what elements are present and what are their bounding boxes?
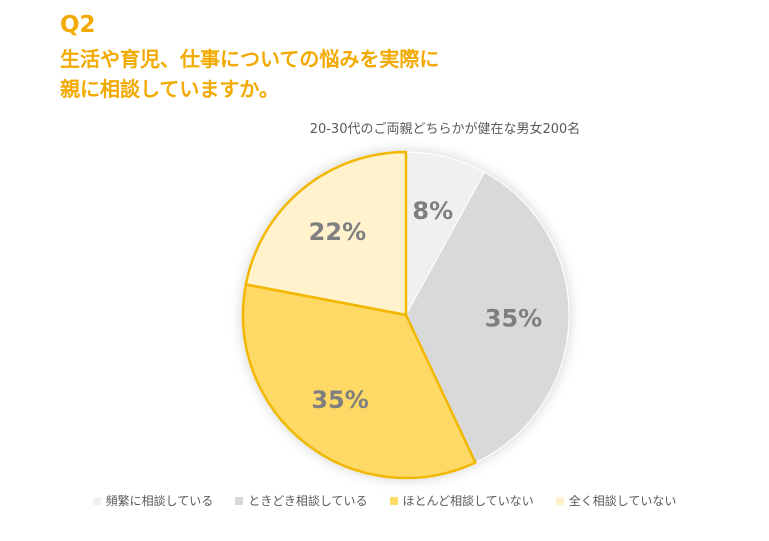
legend-swatch: [235, 496, 244, 505]
legend-item: ほとんど相談していない: [389, 492, 534, 509]
pie-slice-highlight-border: [241, 283, 477, 480]
pie-data-labels: 8% 35% 35% 22%: [309, 197, 543, 414]
legend-item: 頻繁に相談している: [92, 492, 214, 509]
chart-legend: 頻繁に相談している ときどき相談している ほとんど相談していない 全く相談していない: [0, 492, 769, 509]
legend-label: ほとんど相談していない: [402, 494, 534, 508]
legend-label: ときどき相談している: [248, 494, 368, 508]
legend-label: 全く相談していない: [568, 494, 677, 508]
pie-slice-sometimes: [405, 171, 570, 464]
question-text: 生活や育児、仕事についての悩みを実際に 親に相談していますか。: [60, 44, 580, 104]
chart-subtitle: 20-30代のご両親どちらかが健在な男女200名: [309, 122, 581, 137]
pie-slices: [241, 150, 570, 480]
data-label-sometimes: 35%: [485, 304, 542, 332]
legend-label: 頻繁に相談している: [105, 494, 214, 508]
legend-item: ときどき相談している: [235, 492, 368, 509]
question-line-2: 親に相談していますか。: [60, 77, 279, 101]
data-label-rarely: 35%: [311, 386, 368, 414]
data-label-frequent: 8%: [412, 197, 453, 225]
legend-item: 全く相談していない: [555, 492, 677, 509]
legend-swatch: [92, 496, 101, 505]
legend-swatch: [555, 496, 564, 505]
question-number: Q2: [60, 12, 96, 38]
pie-slice-highlight-border: [244, 150, 408, 317]
question-line-1: 生活や育児、仕事についての悩みを実際に: [60, 47, 440, 71]
data-label-never: 22%: [309, 218, 366, 246]
legend-swatch: [389, 496, 398, 505]
